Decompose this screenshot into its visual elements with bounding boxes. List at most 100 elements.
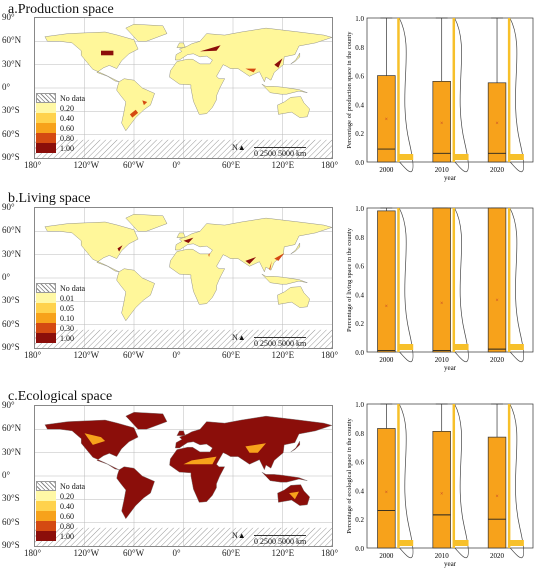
lon-tick-label: 120°E — [271, 548, 295, 558]
x-axis-label: year — [444, 364, 457, 372]
density-base — [454, 540, 469, 546]
x-tick-label: 2020 — [490, 552, 505, 560]
legend-entry: 1.00 — [36, 143, 85, 153]
lon-tick-label: 180° — [321, 350, 339, 360]
lat-tick-label: 90° — [2, 400, 15, 410]
legend-swatch — [36, 481, 56, 491]
panel-title-production: a.Production space — [8, 2, 114, 17]
density-curve — [509, 207, 524, 362]
y-axis-label: Percentage of production space in the co… — [346, 31, 353, 149]
box — [432, 431, 451, 549]
box — [377, 210, 396, 353]
density-base — [399, 540, 414, 546]
antarctica-nodata — [35, 329, 332, 348]
mean-marker: × — [385, 117, 388, 123]
land-region — [116, 268, 155, 322]
lon-tick-label: 60°W — [123, 548, 145, 558]
density-strip — [397, 18, 400, 162]
north-arrow-icon: N▲ — [232, 531, 246, 540]
legend-swatch — [36, 521, 56, 531]
legend-label: 1.00 — [60, 143, 74, 153]
legend-label: 0.40 — [60, 501, 74, 511]
lon-tick-label: 60°W — [123, 350, 145, 360]
legend-entry: 0.05 — [36, 303, 85, 313]
land-region — [44, 221, 139, 272]
lat-tick-label: 30°S — [2, 295, 20, 306]
y-tick-label: 0.8 — [355, 234, 364, 242]
lon-tick-label: 120°E — [271, 350, 295, 360]
scale-bar: 0 2500 5000 km — [254, 337, 307, 348]
hotspot-region — [245, 257, 257, 264]
box — [487, 207, 507, 353]
map-legend: No data 0.01 0.05 0.10 0.30 1.00 — [36, 283, 85, 343]
lat-tick-label: 30°S — [2, 105, 20, 116]
legend-label: No data — [60, 93, 86, 103]
land-region — [261, 471, 308, 483]
x-tick-label: 2020 — [490, 166, 505, 174]
panel-title-ecological: c.Ecological space — [8, 389, 113, 404]
density-curve — [454, 403, 469, 558]
hotspot-region — [274, 58, 283, 68]
legend-entry: 0.80 — [36, 521, 85, 531]
lon-tick-label: 120°W — [73, 350, 100, 360]
boxplot-chart: 0.0 0.2 0.4 0.6 0.8 1.0 × 2000 × 2010 × 2020 year Per… — [346, 15, 534, 182]
density-strip — [507, 18, 511, 162]
mean-marker: × — [495, 494, 498, 500]
legend-label: 0.60 — [60, 123, 74, 133]
x-axis-label: year — [444, 174, 457, 182]
land-region — [176, 430, 186, 436]
density-strip — [452, 404, 456, 548]
map-canvas — [35, 208, 332, 348]
legend-label: 0.05 — [60, 303, 74, 313]
density-base — [454, 344, 469, 350]
world-map — [34, 405, 333, 547]
lat-tick-label: 90°S — [2, 342, 20, 352]
lat-tick-label: 90°S — [2, 540, 20, 550]
land-region — [116, 78, 155, 132]
lon-tick-label: 180° — [24, 548, 42, 558]
y-tick-label: 0.4 — [355, 291, 364, 299]
mean-marker: × — [440, 491, 443, 497]
map-legend: No data 0.20 0.40 0.60 0.80 1.00 — [36, 481, 85, 541]
antarctica-nodata — [35, 139, 332, 158]
hotspot-region — [200, 45, 221, 52]
density-strip — [452, 18, 456, 162]
lat-tick-label: 60°S — [2, 128, 20, 139]
density-curve — [509, 17, 524, 172]
legend-swatch — [36, 123, 56, 133]
legend-entry: 0.40 — [36, 113, 85, 123]
legend-entry: 0.30 — [36, 323, 85, 333]
lat-tick-label: 60°S — [2, 516, 20, 527]
x-tick-label: 2000 — [379, 552, 394, 560]
hotspot-region — [129, 109, 139, 118]
y-tick-label: 1.0 — [355, 15, 364, 23]
legend-entry: No data — [36, 283, 85, 293]
lat-tick-label: 0° — [2, 82, 11, 92]
lon-tick-label: 120°W — [73, 548, 100, 558]
x-axis-label: year — [444, 560, 457, 568]
y-tick-label: 0.6 — [355, 263, 364, 271]
legend-swatch — [36, 501, 56, 511]
land-region — [169, 415, 332, 503]
lon-tick-label: 180° — [24, 350, 42, 360]
world-map — [34, 207, 333, 349]
land-region — [125, 213, 168, 232]
y-tick-label: 0.0 — [355, 349, 364, 357]
box — [487, 82, 507, 163]
mean-marker: × — [385, 490, 388, 496]
land-region — [290, 242, 300, 255]
legend-entry: No data — [36, 93, 85, 103]
legend-label: 0.80 — [60, 133, 74, 143]
density-curve — [454, 207, 469, 362]
legend-label: 0.20 — [60, 491, 74, 501]
legend-label: 1.00 — [60, 531, 74, 541]
land-region — [176, 232, 186, 238]
legend-entry: 0.20 — [36, 103, 85, 113]
lat-tick-label: 30°S — [2, 493, 20, 504]
lon-tick-label: 0° — [172, 350, 181, 360]
legend-swatch — [36, 323, 56, 333]
hotspot-region — [245, 68, 257, 73]
land-region — [290, 52, 300, 65]
lat-tick-label: 90°S — [2, 152, 20, 162]
legend-entry: 1.00 — [36, 531, 85, 541]
